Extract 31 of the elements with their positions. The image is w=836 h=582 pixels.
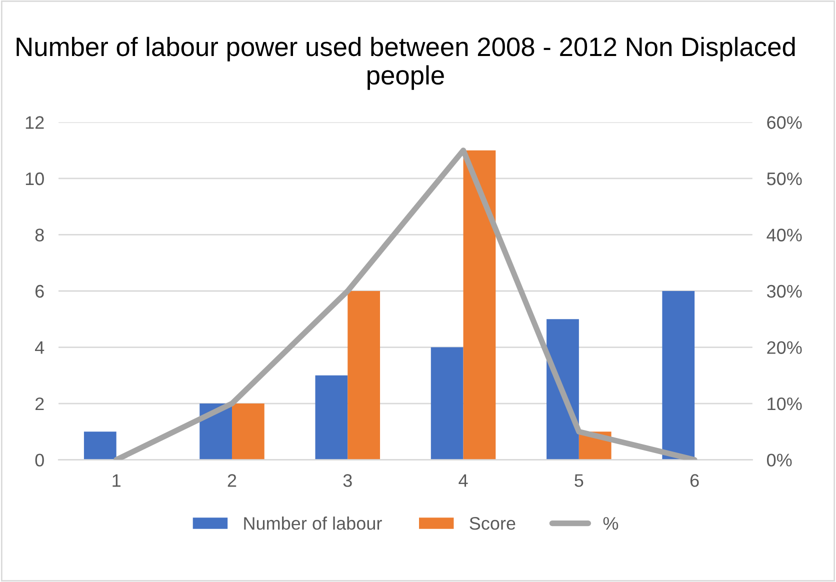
y-tick-label: 0 <box>35 454 44 466</box>
x-tick-label: 6 <box>690 474 699 487</box>
bar <box>348 291 380 460</box>
bar <box>84 432 116 460</box>
y2-tick-label: 30% <box>766 284 802 298</box>
x-tick-label: 4 <box>458 474 468 487</box>
y2-tick-label: 0% <box>766 454 792 466</box>
y-tick-label: 6 <box>36 284 44 298</box>
y-tick-label: 2 <box>36 397 44 410</box>
y-tick-label: 4 <box>35 341 44 354</box>
y-tick-label: 8 <box>35 228 44 242</box>
legend-label: % <box>603 517 618 530</box>
legend-label: Number of labour <box>244 516 382 530</box>
x-tick-label: 3 <box>343 474 352 487</box>
bar <box>232 404 264 460</box>
y2-tick-label: 40% <box>766 228 802 242</box>
y-tick-label: 10 <box>26 172 44 186</box>
y2-tick-label: 20% <box>767 341 802 354</box>
legend-label: Score <box>470 517 516 530</box>
x-tick-label: 5 <box>574 474 584 487</box>
y2-tick-label: 50% <box>767 172 802 186</box>
x-tick-label: 2 <box>228 474 236 487</box>
chart-title: Number of labour power used between 2008 - 2012 Non Displaced people <box>16 36 795 90</box>
bar <box>315 375 348 460</box>
x-tick-label: 1 <box>112 474 120 487</box>
bar <box>463 150 496 460</box>
y-tick-label: 12 <box>26 116 44 129</box>
bar <box>662 291 695 460</box>
bar <box>430 347 464 460</box>
y2-tick-label: 10% <box>768 397 802 410</box>
y2-tick-label: 60% <box>767 116 802 129</box>
